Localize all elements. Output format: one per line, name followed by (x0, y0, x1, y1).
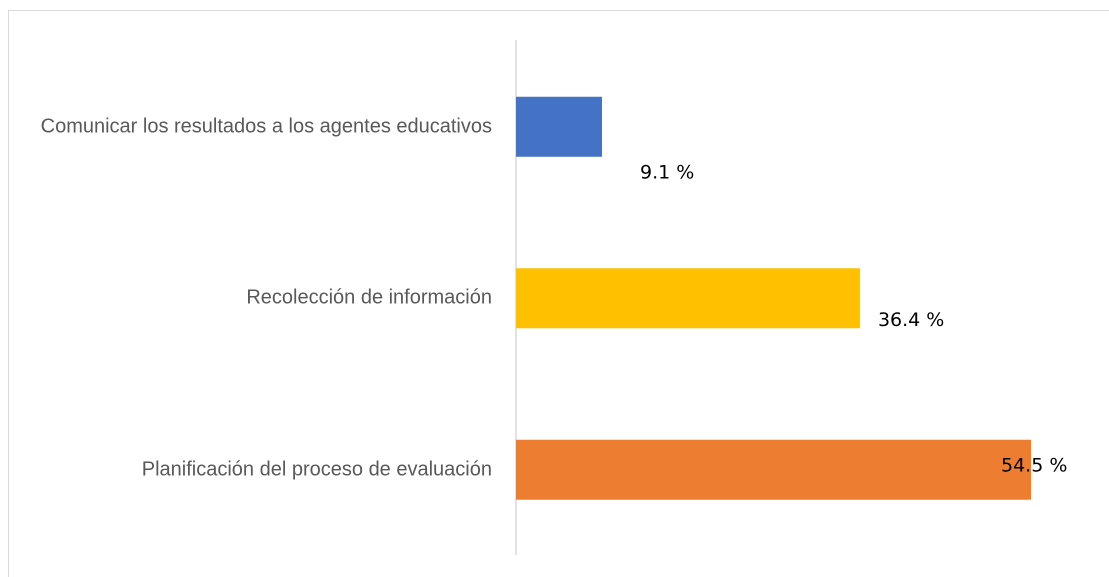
y-tick-label: Comunicar los resultados a los agentes e… (40, 115, 492, 138)
y-tick-label: Recolección de información (246, 286, 492, 309)
chart-frame (8, 10, 1109, 577)
y-tick-label: Planificación del proceso de evaluación (141, 458, 492, 481)
bar (516, 268, 860, 329)
bar (516, 439, 1031, 500)
data-label: 54.5 % (1001, 454, 1067, 476)
data-label: 9.1 % (640, 161, 694, 183)
bar (516, 96, 602, 157)
data-label: 36.4 % (878, 309, 944, 331)
